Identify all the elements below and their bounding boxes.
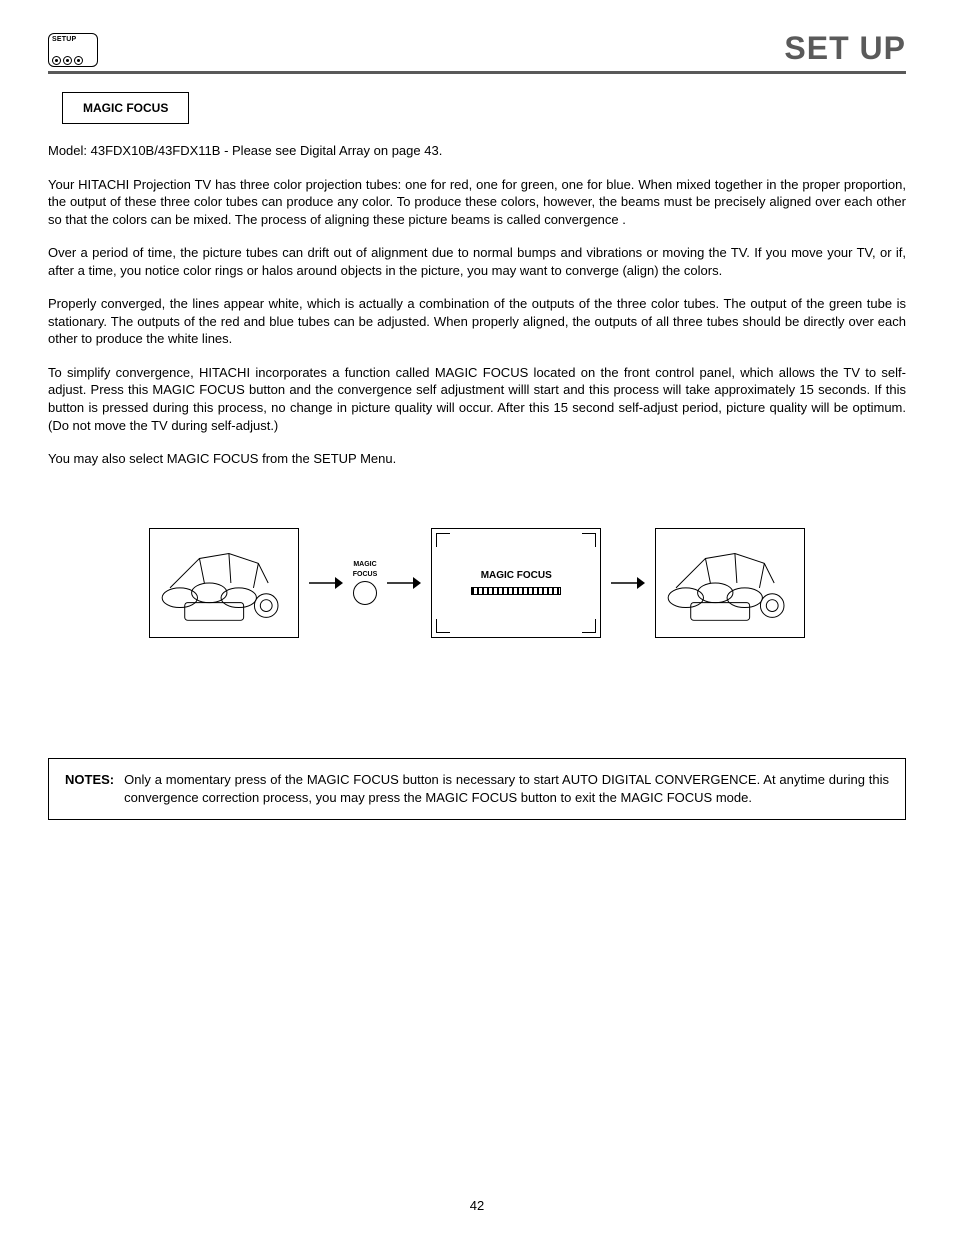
arrow-right-icon: [611, 573, 645, 593]
notes-label: NOTES:: [65, 771, 114, 807]
paragraph-2: Over a period of time, the picture tubes…: [48, 244, 906, 279]
button-label-line1: MAGIC: [353, 561, 376, 568]
setup-menu-icon: SETUP: [48, 33, 98, 67]
page-title: SET UP: [784, 30, 906, 67]
magic-focus-diagram: MAGIC FOCUS MAGIC FOCUS: [48, 528, 906, 638]
notes-box: NOTES: Only a momentary press of the MAG…: [48, 758, 906, 820]
paragraph-5: You may also select MAGIC FOCUS from the…: [48, 450, 906, 468]
button-circle-icon: [353, 581, 377, 605]
header-rule: [48, 71, 906, 74]
diagram-before-box: [149, 528, 299, 638]
diagram-after-box: [655, 528, 805, 638]
screen-title: MAGIC FOCUS: [481, 570, 552, 581]
projector-illustration-icon: [656, 529, 804, 637]
setup-icon-label: SETUP: [52, 36, 94, 43]
arrow-right-icon: [387, 573, 421, 593]
model-line: Model: 43FDX10B/43FDX11B - Please see Di…: [48, 142, 906, 160]
header-row: SETUP SET UP: [48, 30, 906, 67]
projector-illustration-icon: [150, 529, 298, 637]
notes-text: Only a momentary press of the MAGIC FOCU…: [124, 771, 889, 807]
section-heading-box: MAGIC FOCUS: [62, 92, 189, 124]
arrow-right-icon: [309, 573, 343, 593]
paragraph-4: To simplify convergence, HITACHI incorpo…: [48, 364, 906, 434]
progress-bar-icon: [471, 587, 561, 595]
button-label-line2: FOCUS: [353, 571, 378, 578]
setup-icon-dials: [52, 56, 94, 65]
page-number: 42: [0, 1198, 954, 1213]
paragraph-3: Properly converged, the lines appear whi…: [48, 295, 906, 348]
diagram-screen-box: MAGIC FOCUS: [431, 528, 601, 638]
paragraph-1: Your HITACHI Projection TV has three col…: [48, 176, 906, 229]
magic-focus-button-graphic: MAGIC FOCUS: [353, 561, 378, 605]
